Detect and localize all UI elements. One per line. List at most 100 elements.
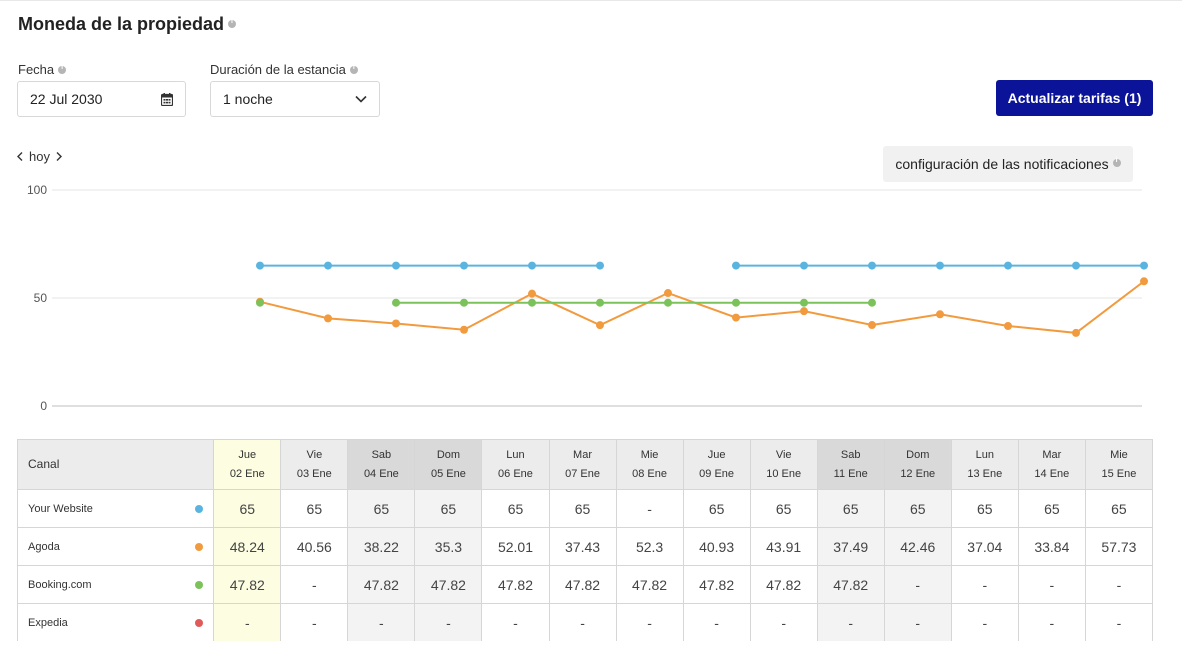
- data-point[interactable]: [800, 261, 808, 270]
- data-point[interactable]: [596, 261, 604, 270]
- data-point[interactable]: [1140, 277, 1148, 286]
- rate-cell[interactable]: -: [1017, 565, 1086, 604]
- rate-cell[interactable]: -: [213, 603, 282, 641]
- rate-cell[interactable]: -: [816, 603, 885, 641]
- data-point[interactable]: [664, 298, 672, 307]
- rate-cell[interactable]: 37.49: [816, 527, 885, 566]
- rate-cell[interactable]: -: [883, 565, 952, 604]
- rate-cell[interactable]: 47.82: [816, 565, 885, 604]
- rate-cell[interactable]: 38.22: [347, 527, 416, 566]
- rate-cell[interactable]: -: [1017, 603, 1086, 641]
- rate-cell[interactable]: 47.82: [481, 565, 550, 604]
- rate-cell[interactable]: 47.82: [213, 565, 282, 604]
- data-point[interactable]: [732, 313, 740, 322]
- rate-cell[interactable]: 65: [548, 489, 617, 528]
- data-point[interactable]: [800, 298, 808, 307]
- data-point[interactable]: [324, 261, 332, 270]
- data-point[interactable]: [868, 261, 876, 270]
- rate-cell[interactable]: 65: [950, 489, 1019, 528]
- data-point[interactable]: [664, 289, 672, 298]
- chevron-right-icon[interactable]: [56, 152, 62, 161]
- data-point[interactable]: [528, 261, 536, 270]
- data-point[interactable]: [528, 298, 536, 307]
- data-point[interactable]: [936, 310, 944, 319]
- data-point[interactable]: [1072, 328, 1080, 337]
- rate-cell[interactable]: 65: [481, 489, 550, 528]
- update-rates-button[interactable]: Actualizar tarifas (1): [996, 80, 1153, 116]
- notification-settings-button[interactable]: configuración de las notificaciones: [883, 146, 1133, 182]
- rate-cell[interactable]: 52.3: [615, 527, 684, 566]
- rate-cell[interactable]: -: [615, 603, 684, 641]
- rate-cell[interactable]: 65: [213, 489, 282, 528]
- data-point[interactable]: [528, 289, 536, 298]
- rate-cell[interactable]: 65: [749, 489, 818, 528]
- rate-cell[interactable]: 65: [816, 489, 885, 528]
- data-point[interactable]: [1004, 261, 1012, 270]
- rate-cell[interactable]: 65: [883, 489, 952, 528]
- rate-cell[interactable]: -: [280, 603, 349, 641]
- rate-cell[interactable]: 52.01: [481, 527, 550, 566]
- rate-cell[interactable]: 65: [280, 489, 349, 528]
- rate-cell[interactable]: -: [615, 489, 684, 528]
- rate-cell[interactable]: 47.82: [682, 565, 751, 604]
- rate-cell[interactable]: 47.82: [615, 565, 684, 604]
- rate-cell[interactable]: 57.73: [1084, 527, 1153, 566]
- rate-cell[interactable]: 65: [347, 489, 416, 528]
- info-icon[interactable]: [1112, 157, 1121, 167]
- rate-cell[interactable]: -: [950, 603, 1019, 641]
- data-point[interactable]: [392, 319, 400, 328]
- data-point[interactable]: [800, 307, 808, 316]
- rate-cell[interactable]: -: [548, 603, 617, 641]
- rate-cell[interactable]: 65: [1084, 489, 1153, 528]
- data-point[interactable]: [936, 261, 944, 270]
- data-point[interactable]: [324, 314, 332, 323]
- rate-cell[interactable]: -: [1084, 565, 1153, 604]
- rate-cell[interactable]: 40.93: [682, 527, 751, 566]
- data-point[interactable]: [256, 261, 264, 270]
- data-point[interactable]: [256, 298, 264, 307]
- data-point[interactable]: [460, 325, 468, 334]
- data-point[interactable]: [868, 298, 876, 307]
- rate-cell[interactable]: -: [347, 603, 416, 641]
- data-point[interactable]: [732, 261, 740, 270]
- rate-cell[interactable]: 65: [1017, 489, 1086, 528]
- rate-cell[interactable]: -: [950, 565, 1019, 604]
- data-point[interactable]: [1072, 261, 1080, 270]
- rate-cell[interactable]: -: [481, 603, 550, 641]
- info-icon[interactable]: [349, 64, 358, 74]
- rate-cell[interactable]: 43.91: [749, 527, 818, 566]
- rate-cell[interactable]: -: [280, 565, 349, 604]
- today-link[interactable]: hoy: [29, 149, 50, 164]
- rate-cell[interactable]: -: [414, 603, 483, 641]
- date-field[interactable]: 22 Jul 2030: [17, 81, 186, 117]
- data-point[interactable]: [392, 298, 400, 307]
- data-point[interactable]: [732, 298, 740, 307]
- info-icon[interactable]: [228, 18, 237, 29]
- rate-cell[interactable]: 47.82: [347, 565, 416, 604]
- chevron-left-icon[interactable]: [17, 152, 23, 161]
- rate-cell[interactable]: 48.24: [213, 527, 282, 566]
- data-point[interactable]: [460, 298, 468, 307]
- rate-cell[interactable]: 40.56: [280, 527, 349, 566]
- rate-cell[interactable]: 42.46: [883, 527, 952, 566]
- data-point[interactable]: [460, 261, 468, 270]
- data-point[interactable]: [1004, 321, 1012, 330]
- data-point[interactable]: [392, 261, 400, 270]
- rate-cell[interactable]: -: [1084, 603, 1153, 641]
- data-point[interactable]: [596, 298, 604, 307]
- rate-cell[interactable]: -: [883, 603, 952, 641]
- data-point[interactable]: [596, 321, 604, 330]
- rate-cell[interactable]: -: [749, 603, 818, 641]
- info-icon[interactable]: [58, 64, 67, 74]
- rate-cell[interactable]: 35.3: [414, 527, 483, 566]
- rate-cell[interactable]: 37.43: [548, 527, 617, 566]
- data-point[interactable]: [1140, 261, 1148, 270]
- rate-cell[interactable]: 65: [682, 489, 751, 528]
- rate-cell[interactable]: -: [682, 603, 751, 641]
- rate-cell[interactable]: 47.82: [749, 565, 818, 604]
- rate-cell[interactable]: 47.82: [414, 565, 483, 604]
- rate-cell[interactable]: 33.84: [1017, 527, 1086, 566]
- rate-cell[interactable]: 37.04: [950, 527, 1019, 566]
- data-point[interactable]: [868, 321, 876, 330]
- rate-cell[interactable]: 65: [414, 489, 483, 528]
